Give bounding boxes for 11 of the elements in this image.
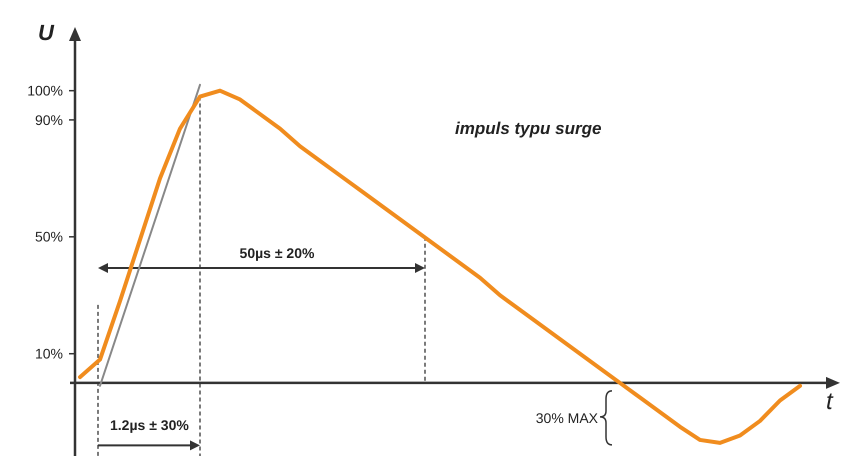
y-axis-title: U (38, 20, 55, 45)
y-tick-label: 100% (27, 82, 63, 99)
y-tick-label: 10% (34, 346, 63, 362)
x-axis-title: t (826, 388, 834, 415)
y-tick-label: 50% (34, 228, 63, 245)
y-tick-label: 90% (34, 112, 63, 128)
annotation: impuls typu surge (455, 119, 602, 138)
line-series (78, 88, 802, 445)
annotation: 50µs ± 20% (240, 245, 315, 261)
annotation: 30% MAX (536, 410, 599, 426)
annotation: 1.2µs ± 30% (110, 417, 190, 433)
